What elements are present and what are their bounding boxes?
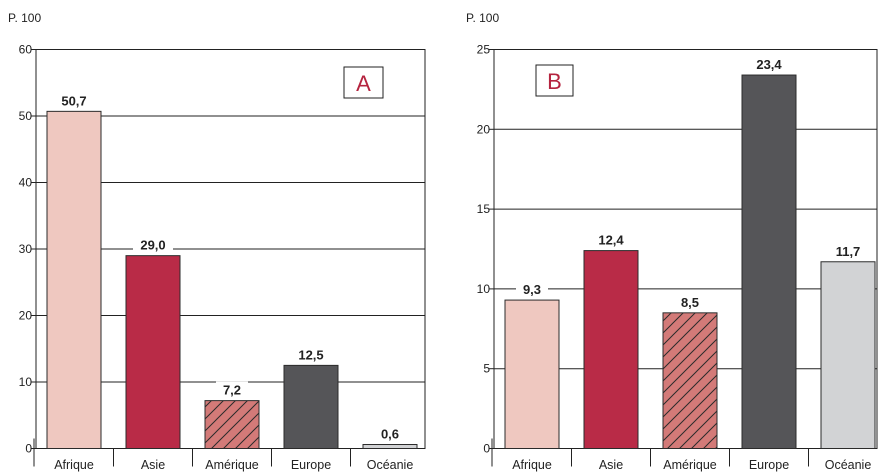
y-tick-label: 10 xyxy=(19,375,33,389)
data-label-bg xyxy=(828,242,868,259)
data-label: 23,4 xyxy=(756,57,782,72)
data-label-bg xyxy=(133,236,173,253)
data-label-bg xyxy=(516,281,548,298)
data-label-bg xyxy=(749,56,789,73)
chart-panel-b: P. 100 0 5 10 15 20 25 9,3 12,4 8,5 23,4 11,7 Afr… xyxy=(466,11,878,472)
y-tick-label: 10 xyxy=(477,282,491,296)
y-tick-label: 20 xyxy=(19,309,33,323)
data-label: 12,5 xyxy=(298,347,323,362)
bar xyxy=(362,444,418,450)
x-tick-label: Europe xyxy=(749,458,789,472)
bar xyxy=(125,255,181,449)
x-tick-label: Océanie xyxy=(367,458,414,472)
y-tick-labels: 0 10 20 30 40 50 60 xyxy=(19,43,33,456)
y-tick-label: 50 xyxy=(19,109,33,123)
bars xyxy=(504,74,876,449)
x-tick-label: Afrique xyxy=(54,458,94,472)
data-label-bg xyxy=(591,231,631,248)
y-tick-labels: 0 5 10 15 20 25 xyxy=(477,43,491,456)
data-labels: 9,3 12,4 8,5 23,4 11,7 xyxy=(516,56,868,310)
y-tick-label: 15 xyxy=(477,202,491,216)
panel-label-box: B xyxy=(535,64,574,97)
panel-label: B xyxy=(547,69,562,94)
y-tick-label: 5 xyxy=(483,362,490,376)
bar xyxy=(46,110,102,449)
data-label-bg xyxy=(291,346,331,363)
data-labels: 50,7 29,0 7,2 12,5 0,6 xyxy=(54,92,406,442)
bar xyxy=(204,400,260,449)
data-label: 8,5 xyxy=(681,295,699,310)
bar xyxy=(820,261,876,449)
data-label-bg xyxy=(216,381,248,398)
data-label: 12,4 xyxy=(598,233,624,248)
x-tick-label: Afrique xyxy=(512,458,552,472)
y-tick-label: 20 xyxy=(477,122,491,136)
x-tick-label: Europe xyxy=(291,458,331,472)
data-label: 0,6 xyxy=(381,427,399,442)
bar xyxy=(504,299,560,449)
bar xyxy=(283,364,339,449)
bars xyxy=(46,110,418,450)
y-unit-label: P. 100 xyxy=(8,11,41,25)
y-tick-label: 30 xyxy=(19,242,33,256)
y-tick-label: 0 xyxy=(483,442,490,456)
y-tick-label: 40 xyxy=(19,176,33,190)
data-label-bg xyxy=(54,92,94,109)
data-label: 7,2 xyxy=(223,383,241,398)
bar xyxy=(741,74,797,449)
x-tick-label: Océanie xyxy=(825,458,872,472)
data-label: 9,3 xyxy=(523,282,541,297)
data-label-bg xyxy=(374,425,406,442)
panel-label: A xyxy=(356,71,371,96)
y-unit-label: P. 100 xyxy=(466,11,499,25)
data-label: 11,7 xyxy=(836,244,861,259)
x-tick-label: Asie xyxy=(599,458,623,472)
y-tick-label: 0 xyxy=(25,442,32,456)
panel-label-box: A xyxy=(343,66,384,99)
bar xyxy=(662,312,718,449)
y-tick-label: 60 xyxy=(19,43,33,57)
x-axis: Afrique Asie Amérique Europe Océanie xyxy=(491,438,872,472)
y-tick-label: 25 xyxy=(477,43,491,57)
data-label-bg xyxy=(674,293,706,310)
bar xyxy=(583,250,639,449)
x-tick-label: Amérique xyxy=(205,458,259,472)
x-tick-label: Amérique xyxy=(663,458,717,472)
x-axis: Afrique Asie Amérique Europe Océanie xyxy=(33,438,414,472)
x-tick-label: Asie xyxy=(141,458,165,472)
data-label: 50,7 xyxy=(61,93,86,108)
data-label: 29,0 xyxy=(140,238,165,253)
